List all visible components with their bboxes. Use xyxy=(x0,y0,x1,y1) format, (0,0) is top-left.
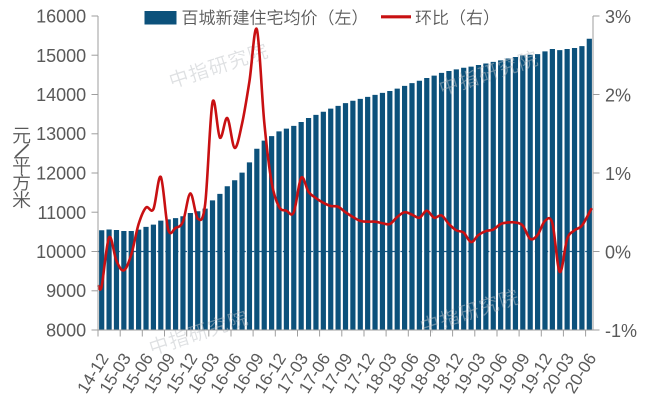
svg-text:1%: 1% xyxy=(605,164,631,184)
svg-text:8000: 8000 xyxy=(46,321,86,341)
svg-text:10000: 10000 xyxy=(36,242,86,262)
svg-text:2%: 2% xyxy=(605,85,631,105)
svg-text:12000: 12000 xyxy=(36,164,86,184)
svg-text:13000: 13000 xyxy=(36,124,86,144)
svg-text:-1%: -1% xyxy=(605,321,637,341)
svg-text:9000: 9000 xyxy=(46,281,86,301)
svg-text:16000: 16000 xyxy=(36,7,86,27)
svg-text:0%: 0% xyxy=(605,242,631,262)
svg-text:11000: 11000 xyxy=(37,203,86,223)
svg-text:15000: 15000 xyxy=(36,46,86,66)
svg-text:14000: 14000 xyxy=(36,85,86,105)
svg-text:3%: 3% xyxy=(605,7,631,27)
